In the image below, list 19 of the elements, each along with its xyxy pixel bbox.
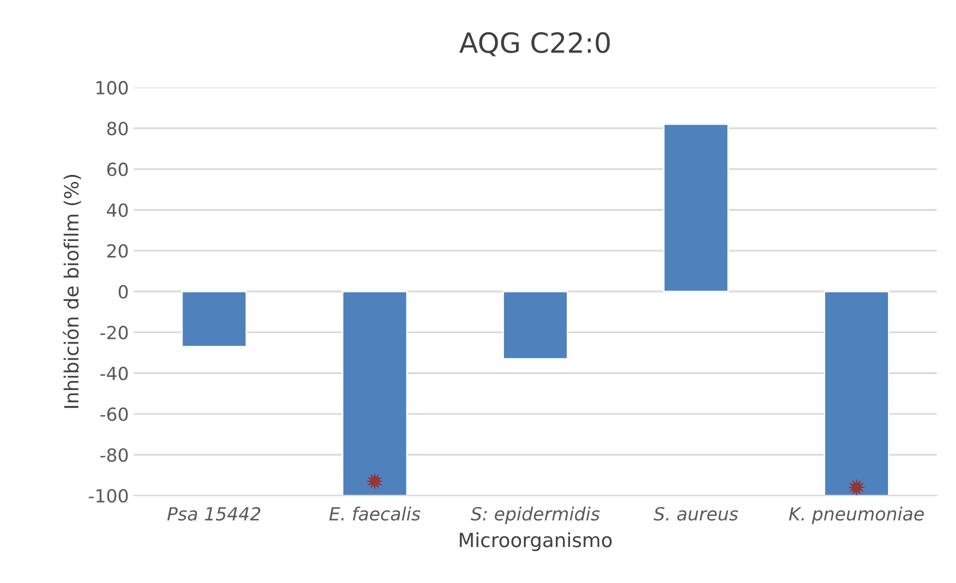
y-tick-label: 60 [107, 162, 128, 176]
x-axis-title: Microorganismo [460, 532, 612, 552]
y-axis-title: Inhibición de biofilm (%) [62, 174, 81, 408]
x-tick-label: E. faecalis [329, 506, 420, 521]
y-tick-label: 80 [107, 122, 128, 136]
y-tick-label: -100 [88, 489, 128, 503]
x-tick-label: K. pneumoniae [789, 506, 924, 524]
x-tick-label: Psa 15442 [167, 506, 260, 521]
chart-title: AQG C22:0 [459, 32, 610, 56]
y-tick-label: 0 [118, 284, 128, 299]
x-tick-label: S. aureus [654, 506, 738, 521]
x-tick-label: S: epidermidis [470, 506, 600, 524]
y-tick-label: -40 [100, 366, 128, 380]
y-tick-label: 100 [96, 80, 128, 95]
y-tick-label: -60 [100, 407, 128, 422]
y-tick-label: -80 [100, 448, 128, 462]
y-tick-label: -20 [100, 326, 128, 340]
y-tick-label: 20 [107, 244, 128, 258]
y-tick-label: 40 [106, 203, 128, 217]
